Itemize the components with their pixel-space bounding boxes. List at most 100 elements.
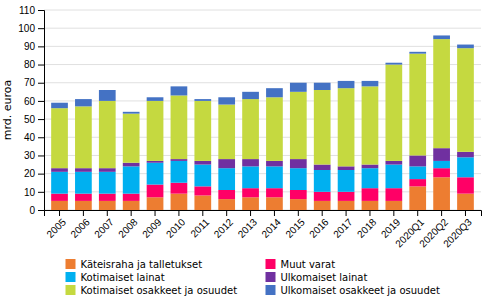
x-tick-label: 2006 <box>68 216 92 240</box>
bar <box>409 186 426 210</box>
bar <box>51 108 68 168</box>
bar <box>75 172 92 194</box>
bar <box>171 161 188 183</box>
legend-swatch <box>266 272 276 282</box>
legend-label: Kotimaiset lainat <box>81 272 165 283</box>
grid-line <box>44 46 481 47</box>
legend-swatch <box>66 259 76 269</box>
x-tick-mark <box>250 210 251 216</box>
bar <box>457 48 474 152</box>
bar <box>171 183 188 194</box>
bar <box>242 166 259 188</box>
x-axis-line <box>45 211 482 217</box>
bar <box>194 186 211 195</box>
bar <box>194 101 211 161</box>
bar <box>75 201 92 210</box>
y-tick-mark <box>38 119 44 120</box>
x-tick-mark <box>107 210 108 216</box>
bars <box>51 35 474 210</box>
bar <box>362 165 379 169</box>
bar <box>99 194 116 201</box>
bar <box>242 197 259 210</box>
x-tick-mark <box>155 210 156 216</box>
y-axis: 0102030405060708090100110 <box>18 5 44 216</box>
x-tick-label: 2007 <box>92 216 116 240</box>
x-tick-mark <box>465 210 466 216</box>
legend-item: Ulkomaiset lainat <box>266 272 368 283</box>
series <box>51 35 474 113</box>
bar <box>51 103 68 108</box>
y-tick-mark <box>38 155 44 156</box>
bar <box>385 165 402 189</box>
bar <box>362 188 379 201</box>
bar <box>194 99 211 101</box>
bar <box>147 101 164 161</box>
bar <box>99 201 116 210</box>
y-tick-mark <box>38 83 44 84</box>
bar <box>218 97 235 104</box>
legend-item: Kotimaiset lainat <box>66 272 165 283</box>
bar <box>171 194 188 210</box>
legend-label: Ulkomaiset osakkeet ja osuudet <box>281 285 440 296</box>
bar <box>290 159 307 168</box>
grid <box>44 10 481 210</box>
bar <box>123 166 140 193</box>
bar <box>362 201 379 210</box>
legend-item: Kotimaiset osakkeet ja osuudet <box>66 285 238 296</box>
x-tick: 2010 <box>164 210 188 240</box>
bar <box>147 161 164 163</box>
x-tick: 2011 <box>188 210 211 239</box>
legend-label: Käteisraha ja talletukset <box>81 259 203 270</box>
x-tick-mark <box>226 210 227 216</box>
y-tick-mark <box>38 137 44 138</box>
bar <box>433 39 450 148</box>
y-tick: 20 <box>24 168 44 179</box>
bar <box>123 194 140 201</box>
y-tick-label: 0 <box>29 205 35 216</box>
bar <box>338 192 355 201</box>
bar <box>242 92 259 99</box>
bar <box>218 168 235 190</box>
y-tick-mark <box>38 101 44 102</box>
x-tick-label: 2005 <box>44 216 68 240</box>
bar <box>218 199 235 210</box>
y-tick-mark <box>38 46 44 47</box>
x-tick: 2016 <box>307 210 331 240</box>
bar <box>147 197 164 210</box>
legend-item: Käteisraha ja talletukset <box>66 259 203 270</box>
bar <box>409 54 426 156</box>
bar <box>99 168 116 172</box>
grid-line <box>44 28 481 29</box>
y-tick-label: 100 <box>18 23 35 34</box>
bar <box>338 201 355 210</box>
bar <box>194 161 211 165</box>
y-tick-label: 40 <box>24 132 36 143</box>
bar <box>171 159 188 161</box>
legend-swatch <box>66 285 76 295</box>
y-axis-line <box>38 11 45 211</box>
x-tick: 2014 <box>259 210 283 240</box>
bar <box>266 197 283 210</box>
bar <box>433 148 450 161</box>
y-tick-label: 20 <box>24 168 36 179</box>
x-tick: 2017 <box>331 210 355 240</box>
y-tick-mark <box>38 28 44 29</box>
bar <box>242 159 259 166</box>
x-tick-label: 2020Q3 <box>441 216 474 249</box>
bar <box>362 86 379 164</box>
bar <box>266 166 283 188</box>
y-tick: 80 <box>24 59 44 70</box>
y-tick-mark <box>38 174 44 175</box>
bar <box>314 165 331 170</box>
bar <box>266 188 283 197</box>
bar <box>171 95 188 159</box>
x-tick-label: 2016 <box>307 216 331 240</box>
bar <box>75 99 92 106</box>
bar <box>218 105 235 160</box>
bar <box>99 101 116 168</box>
bar <box>218 159 235 168</box>
bar <box>338 166 355 170</box>
chart: 0102030405060708090100110200520062007200… <box>0 0 491 302</box>
bar <box>266 97 283 161</box>
bar <box>457 157 474 177</box>
